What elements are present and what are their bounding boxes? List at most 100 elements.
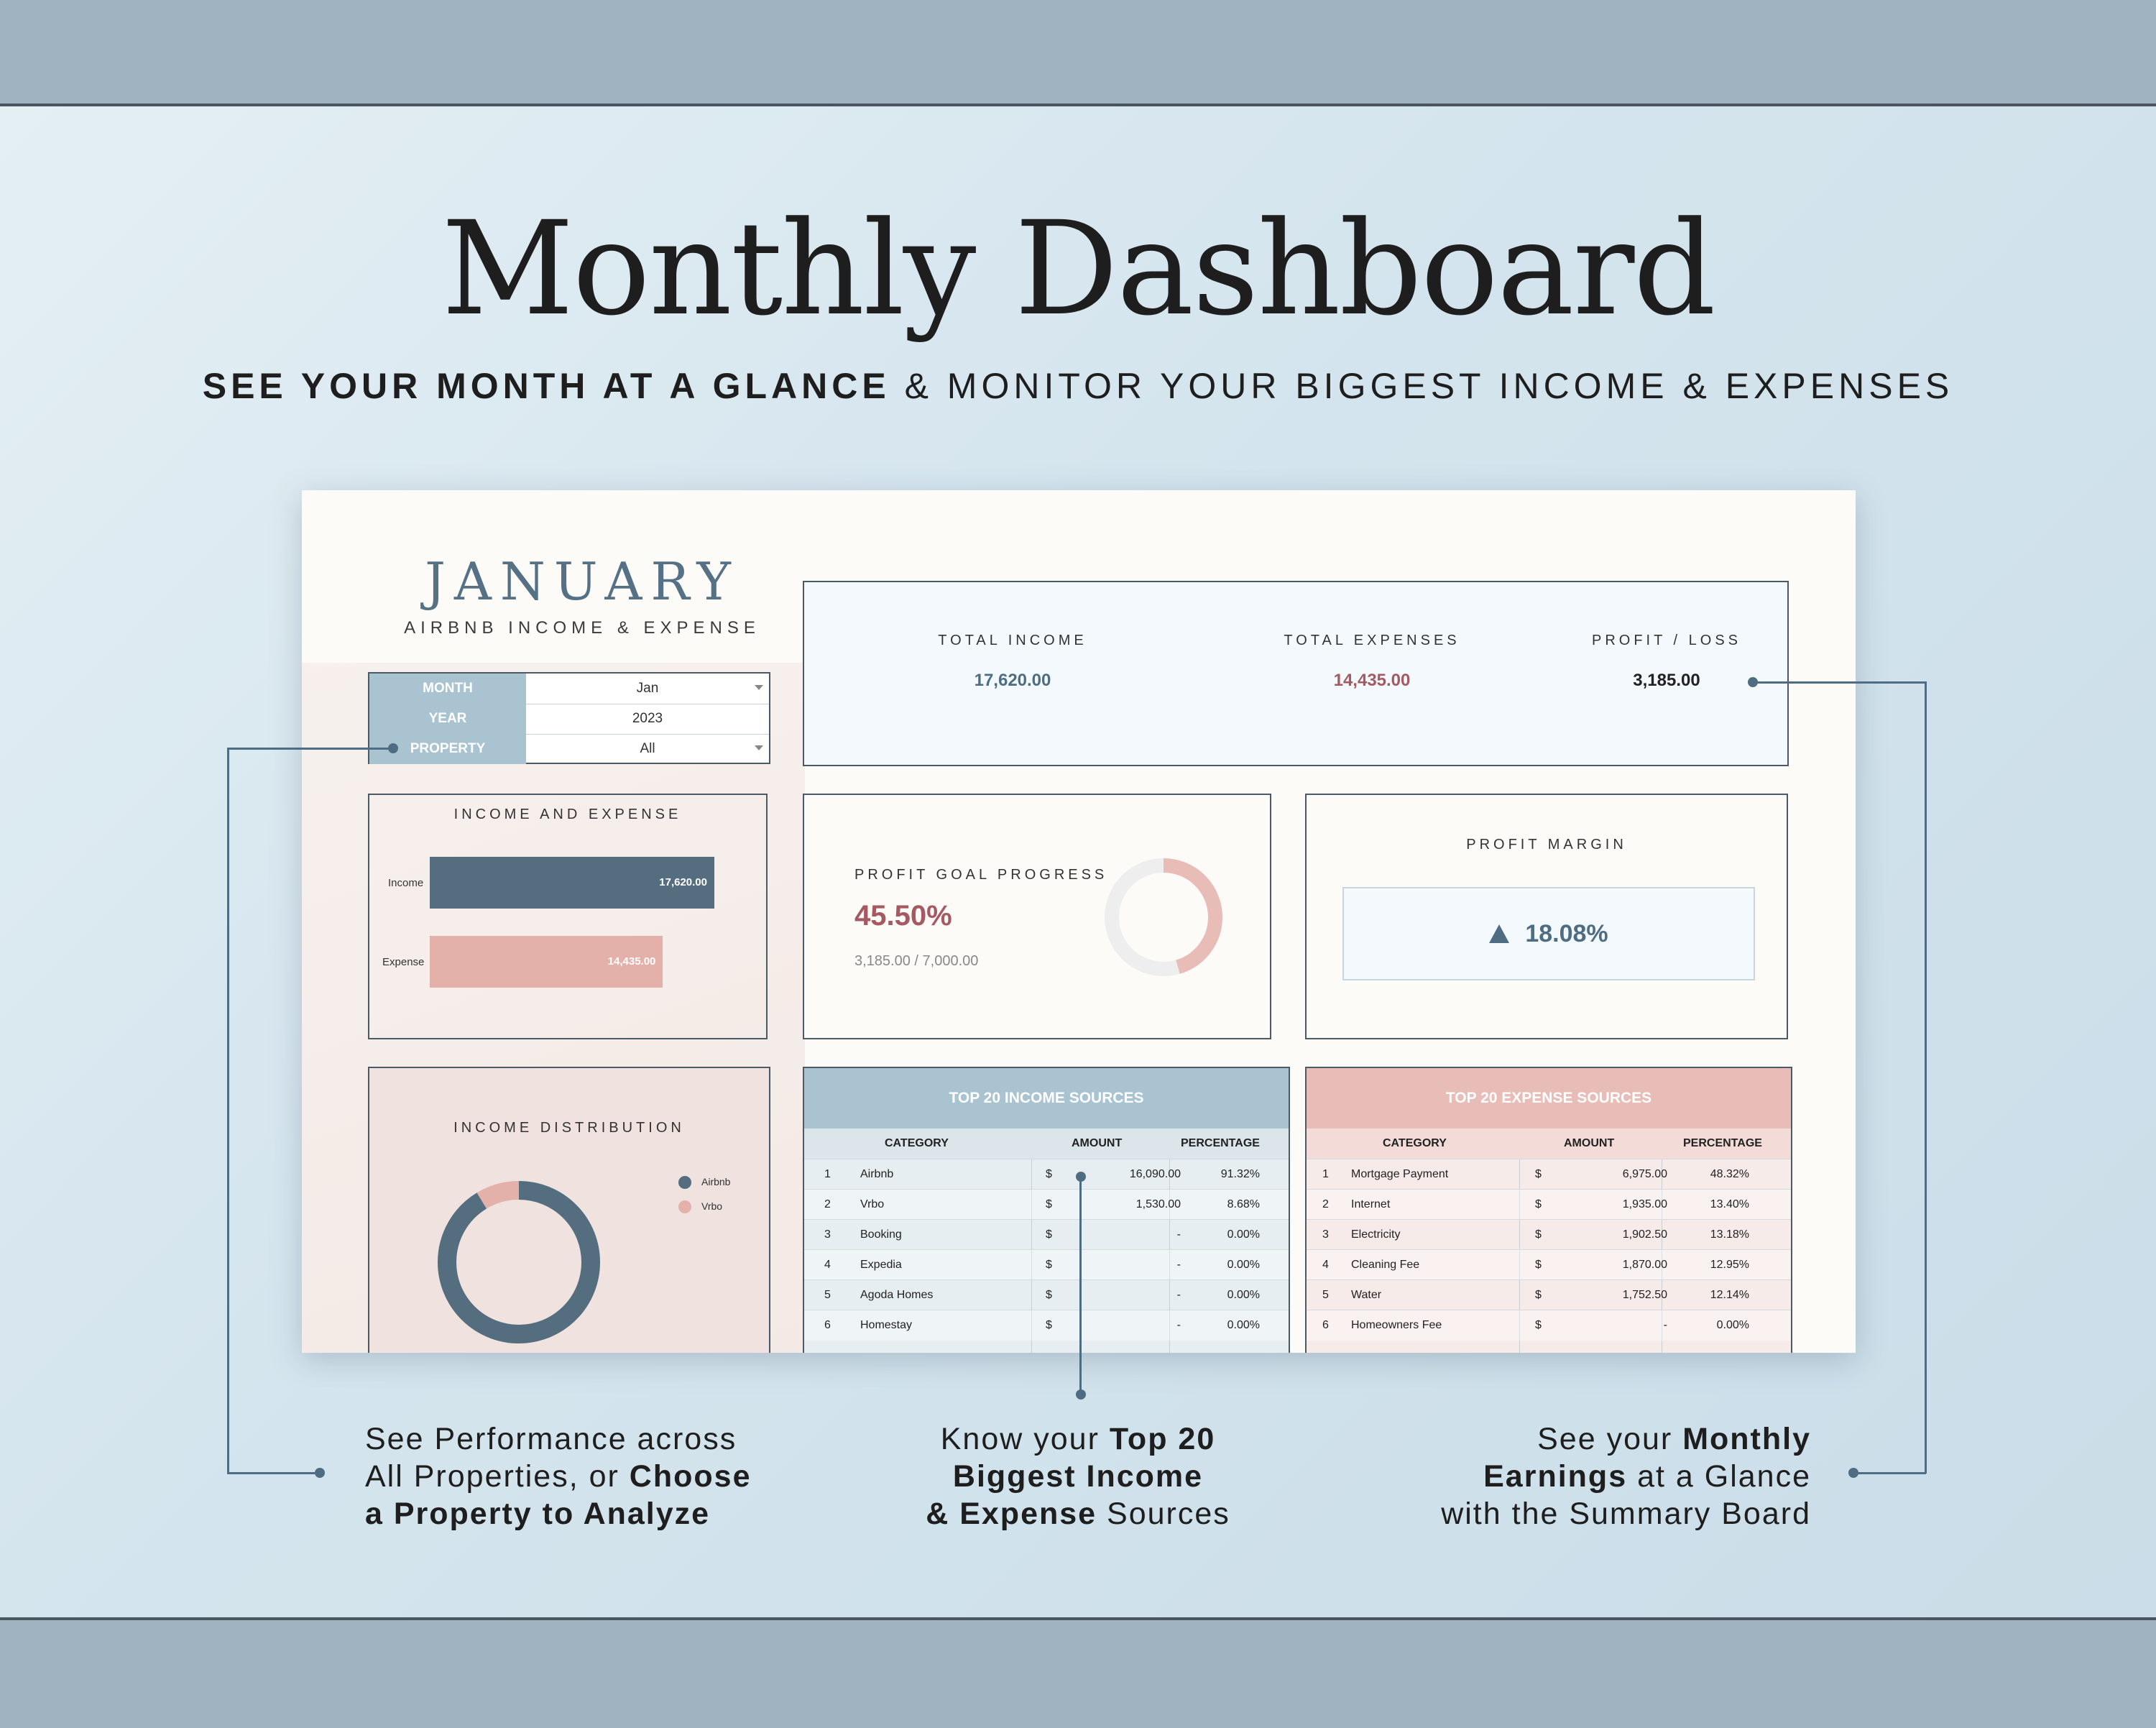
connector-right-vertical — [1925, 681, 1927, 1474]
total-expenses-label: TOTAL EXPENSES — [1284, 633, 1460, 648]
row-percentage: 12.14% — [1710, 1289, 1749, 1301]
property-value[interactable]: All — [640, 741, 655, 756]
profit-margin-value: 18.08% — [1525, 920, 1608, 947]
row-index: 4 — [1322, 1259, 1329, 1271]
connector-dot — [1748, 677, 1758, 687]
row-percentage: 13.40% — [1710, 1198, 1749, 1210]
row-currency: $ — [1046, 1289, 1052, 1301]
income-sources-table: TOP 20 INCOME SOURCES CATEGORY AMOUNT PE… — [803, 1067, 1290, 1353]
legend-airbnb: Airbnb — [678, 1176, 731, 1189]
connector-dot — [1076, 1389, 1086, 1400]
income-col-category: CATEGORY — [885, 1137, 949, 1149]
row-category: Water — [1351, 1289, 1382, 1301]
legend-dot-airbnb — [678, 1176, 691, 1189]
summary-board: TOTAL INCOME 17,620.00 TOTAL EXPENSES 14… — [803, 581, 1789, 766]
row-percentage: 0.00% — [1227, 1259, 1260, 1271]
connector-dot — [315, 1468, 325, 1478]
row-index: 2 — [824, 1198, 831, 1210]
year-label: YEAR — [369, 704, 526, 734]
connector-dot — [388, 743, 398, 753]
row-percentage: 91.32% — [1220, 1168, 1260, 1180]
chevron-down-icon[interactable] — [755, 745, 763, 750]
donut-progress — [1105, 858, 1222, 976]
total-income-value: 17,620.00 — [974, 671, 1051, 690]
profit-margin-box: 18.08% — [1342, 887, 1755, 980]
table-row: 6 Homestay $ - 0.00% — [804, 1310, 1289, 1341]
profit-loss-label: PROFIT / LOSS — [1592, 633, 1741, 648]
income-col-percentage: PERCENTAGE — [1181, 1137, 1260, 1149]
expense-col-percentage: PERCENTAGE — [1683, 1137, 1762, 1149]
table-row: 6 Homeowners Fee $ - 0.00% — [1307, 1310, 1791, 1341]
income-bar-label: Income — [388, 877, 424, 889]
connector-left-bottom — [227, 1472, 321, 1474]
connector-middle — [1079, 1176, 1082, 1394]
row-category: Agoda Homes — [860, 1289, 934, 1301]
row-category: Homeowners Fee — [1351, 1319, 1442, 1331]
month-value[interactable]: Jan — [636, 681, 659, 696]
subheadline-rest: & MONITOR YOUR BIGGEST INCOME & EXPENSES — [890, 366, 1954, 406]
callout-left: See Performance across All Properties, o… — [365, 1422, 752, 1531]
profit-goal-fraction: 3,185.00 / 7,000.00 — [854, 953, 979, 969]
callout-right: See your Monthly Earnings at a Glance wi… — [1441, 1422, 1811, 1531]
profit-margin-card: PROFIT MARGIN 18.08% — [1305, 794, 1788, 1039]
table-row: 4 Cleaning Fee $1,870.00 12.95% — [1307, 1249, 1791, 1280]
profit-goal-donut — [1105, 858, 1222, 976]
total-expenses-value: 14,435.00 — [1333, 671, 1411, 690]
row-index: 3 — [824, 1228, 831, 1241]
row-currency: $ — [1046, 1228, 1052, 1241]
row-percentage: 0.00% — [1227, 1228, 1260, 1241]
chevron-down-icon[interactable] — [755, 685, 763, 690]
profit-goal-percent: 45.50% — [854, 900, 952, 932]
row-amount: - — [1176, 1319, 1181, 1331]
row-currency: $ — [1535, 1289, 1542, 1301]
row-currency: $ — [1535, 1259, 1542, 1271]
table-row: 5 Agoda Homes $ - 0.00% — [804, 1279, 1289, 1310]
row-currency: $ — [1535, 1168, 1542, 1180]
row-index: 1 — [824, 1168, 831, 1180]
year-selector[interactable]: YEAR 2023 — [369, 704, 769, 735]
month-selector[interactable]: MONTH Jan — [369, 674, 769, 704]
row-category: Vrbo — [860, 1198, 885, 1210]
legend-airbnb-label: Airbnb — [701, 1176, 731, 1187]
row-currency: $ — [1535, 1198, 1542, 1210]
row-index: 3 — [1322, 1228, 1329, 1241]
year-value[interactable]: 2023 — [632, 711, 663, 726]
triangle-up-icon — [1489, 924, 1510, 943]
row-index: 2 — [1322, 1198, 1329, 1210]
row-currency: $ — [1535, 1228, 1542, 1241]
row-index: 1 — [1322, 1168, 1329, 1180]
row-amount: 16,090.00 — [1129, 1168, 1181, 1180]
property-selector[interactable]: PROPERTY All — [369, 734, 769, 764]
income-expense-title: INCOME AND EXPENSE — [453, 806, 682, 822]
row-currency: $ — [1046, 1198, 1052, 1210]
row-category: Expedia — [860, 1259, 902, 1271]
table-row: 2 Internet $1,935.00 13.40% — [1307, 1189, 1791, 1220]
income-distribution-title: INCOME DISTRIBUTION — [453, 1120, 685, 1136]
row-percentage: 13.18% — [1710, 1228, 1749, 1241]
table-row: 2 Vrbo $1,530.00 8.68% — [804, 1189, 1289, 1220]
row-currency: $ — [1046, 1259, 1052, 1271]
connector-dot — [1076, 1172, 1086, 1182]
row-percentage: 0.00% — [1227, 1289, 1260, 1301]
airbnb-slice — [438, 1181, 600, 1343]
row-amount: - — [1176, 1289, 1181, 1301]
connector-left-vertical — [227, 748, 229, 1474]
connector-right-bottom — [1854, 1472, 1926, 1474]
profit-goal-title: PROFIT GOAL PROGRESS — [854, 867, 1108, 883]
subheadline: SEE YOUR MONTH AT A GLANCE & MONITOR YOU… — [0, 365, 2156, 407]
income-distribution-donut — [438, 1181, 600, 1343]
callout-middle: Know your Top 20 Biggest Income & Expens… — [926, 1422, 1230, 1531]
row-percentage: 0.00% — [1716, 1319, 1749, 1331]
income-col-amount: AMOUNT — [1072, 1137, 1123, 1149]
legend-vrbo: Vrbo — [678, 1200, 722, 1213]
row-amount: 1,530.00 — [1135, 1198, 1181, 1210]
row-currency: $ — [1046, 1319, 1052, 1331]
filter-panel: MONTH Jan YEAR 2023 PROPERTY All — [368, 672, 770, 764]
row-index: 4 — [824, 1259, 831, 1271]
connector-right-top — [1754, 681, 1926, 684]
expense-bar-value: 14,435.00 — [607, 955, 656, 968]
income-expense-card: INCOME AND EXPENSE Income 17,620.00 Expe… — [368, 794, 768, 1039]
table-row: 3 Electricity $1,902.50 13.18% — [1307, 1219, 1791, 1250]
legend-dot-vrbo — [678, 1200, 691, 1213]
row-category: Mortgage Payment — [1351, 1168, 1449, 1180]
